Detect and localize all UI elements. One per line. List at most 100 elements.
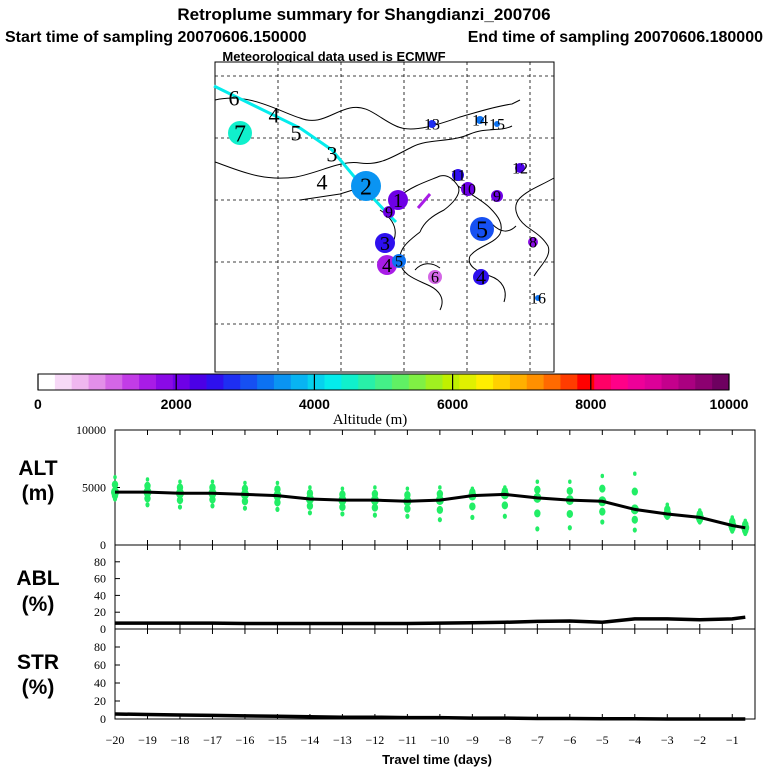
plume-point-marker <box>452 169 464 181</box>
plume-point-label: 5 <box>291 121 302 146</box>
colorbar-cell <box>105 374 123 390</box>
colorbar-tick-label: 8000 <box>575 396 606 412</box>
colorbar-cell <box>459 374 477 390</box>
x-tick-label: −2 <box>693 733 706 747</box>
plume-point-marker <box>494 121 500 127</box>
altitude-spread-point <box>534 509 541 518</box>
altitude-spread-point <box>534 485 541 494</box>
y-tick-label: 0 <box>100 622 106 636</box>
panel-label-top: ABL <box>16 567 59 590</box>
plume-point-label: 11 <box>450 168 465 185</box>
plume-point-label: 4 <box>317 170 328 195</box>
plume-point-label: 13 <box>424 117 440 134</box>
colorbar-cell <box>341 374 359 390</box>
altitude-spread-point <box>242 505 248 511</box>
panel-label-top: ALT <box>18 457 57 480</box>
plume-point-label: 4 <box>382 255 392 277</box>
altitude-spread-point <box>177 504 183 510</box>
x-tick-label: −6 <box>563 733 576 747</box>
y-tick-label: 20 <box>94 605 106 619</box>
colorbar-cell <box>71 374 89 390</box>
colorbar-cell <box>577 374 595 390</box>
altitude-spread-point <box>743 530 748 537</box>
colorbar-cell <box>206 374 224 390</box>
colorbar-cell <box>139 374 157 390</box>
altitude-spread-point <box>275 506 280 512</box>
altitude-spread-point <box>633 471 637 476</box>
panel-str: STR(%) 80 60 40 20 0 <box>17 628 756 726</box>
x-tick-label: −19 <box>138 733 157 747</box>
plume-point-label: 5 <box>476 217 488 243</box>
x-tick-label: −15 <box>268 733 287 747</box>
colorbar-cell <box>543 374 561 390</box>
plume-point-label: 6 <box>229 86 240 111</box>
altitude-spread-point <box>502 513 507 519</box>
altitude-spread-point <box>600 519 605 525</box>
altitude-spread-point <box>599 507 606 516</box>
altitude-spread-point <box>600 473 605 479</box>
plume-point-label: 9 <box>493 189 501 206</box>
altitude-spread-point <box>404 504 411 513</box>
colorbar-cell <box>290 374 309 390</box>
colorbar-tick-label: 10000 <box>710 396 749 412</box>
panel-label-bottom: (%) <box>22 676 55 699</box>
plume-point-marker <box>473 269 489 285</box>
colorbar-cell <box>375 374 393 390</box>
altitude-spread-point <box>469 502 476 511</box>
x-tick-label: −4 <box>628 733 641 747</box>
plume-point-label: 8 <box>529 235 537 252</box>
colorbar-cell <box>257 374 275 390</box>
altitude-spread-point <box>405 486 410 491</box>
plume-point-marker <box>461 182 475 196</box>
panel-frame <box>114 628 756 720</box>
altitude-spread-point <box>145 477 150 482</box>
x-axis-label: Travel time (days) <box>382 752 492 767</box>
altitude-spread-point <box>436 505 444 514</box>
colorbar-cell <box>307 374 325 390</box>
x-tick-label: −3 <box>661 733 674 747</box>
end-time-label: End time of sampling 20070606.180000 <box>468 29 763 46</box>
colorbar-cell <box>661 374 679 390</box>
panel-label-bottom: (%) <box>22 593 55 616</box>
altitude-spread-point <box>340 511 345 517</box>
panel-alt: ALT(m) 10000 5000 0 <box>18 423 756 552</box>
altitude-spread-point <box>566 509 574 518</box>
figure-title: Retroplume summary for Shangdianzi_20070… <box>177 5 550 24</box>
colorbar-cell <box>712 374 730 390</box>
altitude-median-line <box>115 490 746 530</box>
colorbar-cell <box>391 374 410 390</box>
altitude-spread-point <box>631 487 638 496</box>
y-tick-label: 60 <box>94 572 106 586</box>
plume-point-marker <box>375 233 395 253</box>
plume-point-label: 12 <box>512 161 528 178</box>
y-tick-label: 40 <box>94 676 106 690</box>
plume-point-marker <box>470 217 494 241</box>
altitude-spread-point <box>308 485 312 490</box>
panel-frame <box>114 544 756 630</box>
colorbar-cell <box>88 374 106 390</box>
abl-series-line <box>115 615 746 626</box>
x-tick-label: −14 <box>301 733 320 747</box>
plume-point-marker <box>491 190 503 202</box>
panel-abl: ABL (%) 80 60 40 20 0 <box>16 544 756 636</box>
altitude-spread-point <box>437 517 442 523</box>
altitude-spread-point <box>631 515 638 524</box>
altitude-spread-point <box>275 480 280 486</box>
x-tick-label: −18 <box>171 733 190 747</box>
altitude-spread-point <box>566 486 574 495</box>
colorbar-cell <box>358 374 376 390</box>
colorbar-cell <box>425 374 443 390</box>
colorbar-cell <box>644 374 662 390</box>
colorbar-cell <box>611 374 629 390</box>
y-tick-label: 5000 <box>82 481 106 495</box>
altitude-spread-point <box>306 501 314 510</box>
plume-point-label: 3 <box>327 142 338 167</box>
met-data-label: Meteorological data used is ECMWF <box>222 49 445 64</box>
plume-point-marker <box>428 120 436 128</box>
plume-point-label: 16 <box>530 291 546 308</box>
altitude-spread-point <box>210 479 215 484</box>
colorbar-cell <box>122 374 140 390</box>
colorbar-tick-label: 2000 <box>161 396 192 412</box>
plume-point-marker <box>535 295 541 301</box>
